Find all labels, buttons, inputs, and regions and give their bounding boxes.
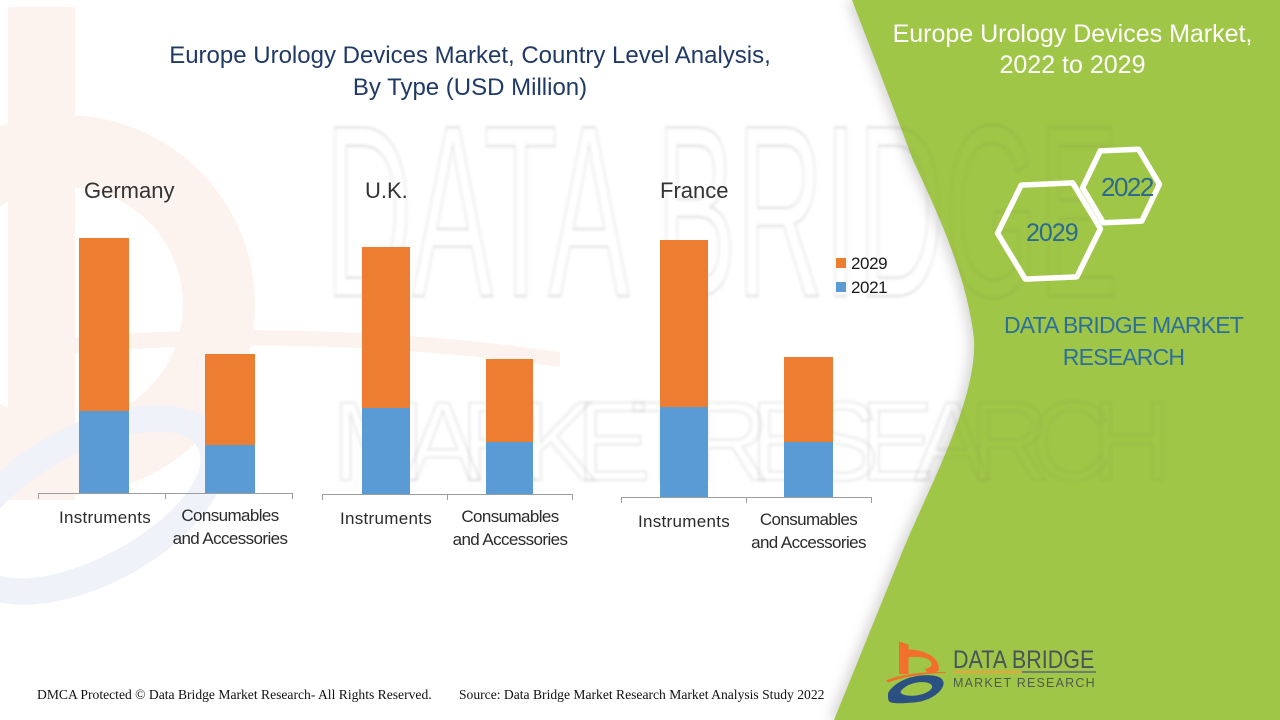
svg-text:DATA BRIDGE: DATA BRIDGE (325, 74, 1119, 348)
svg-text:2022: 2022 (1101, 172, 1154, 202)
svg-text:2029: 2029 (1026, 219, 1078, 247)
svg-text:MARKET RESEARCH: MARKET RESEARCH (332, 379, 1172, 504)
